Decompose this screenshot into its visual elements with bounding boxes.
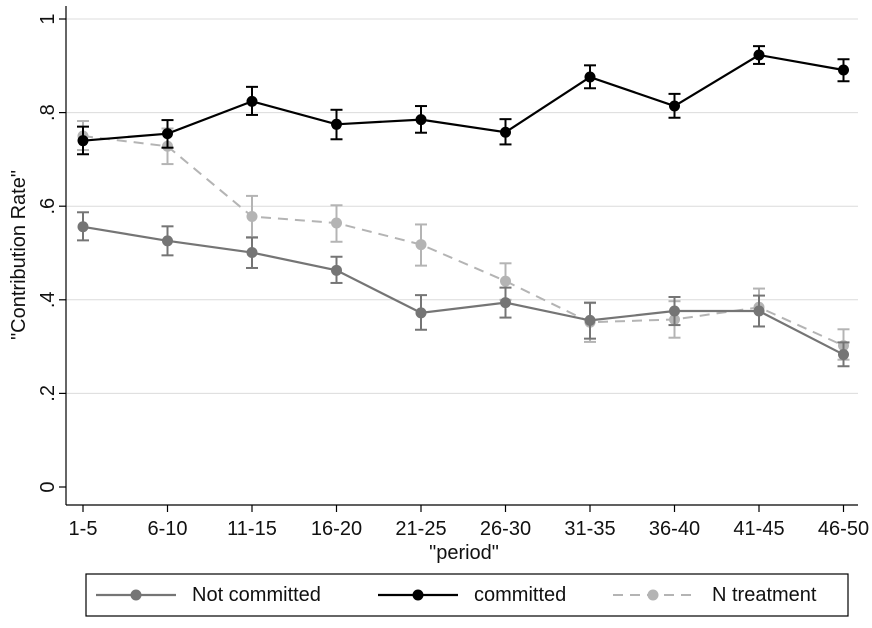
series-line (82, 225, 845, 356)
legend-item: N treatment (613, 584, 817, 606)
y-tick-label: .2 (37, 385, 59, 402)
axes (65, 6, 858, 506)
data-point (415, 307, 427, 319)
data-point (584, 71, 596, 83)
series-line (82, 53, 844, 142)
x-tick-label: 11-15 (227, 518, 277, 540)
y-axis-title: "Contribution Rate" (8, 170, 30, 340)
data-point (753, 49, 765, 61)
series-not-committed (77, 211, 850, 368)
data-point (331, 118, 342, 130)
tick-marks: 0 .2 .4 .6 .8 1 1-5 6-10 11-15 16-20 21-25 26-30 31-… (37, 13, 869, 540)
x-axis-title: "period" (429, 542, 499, 564)
grid-lines (66, 18, 858, 394)
x-tick-label: 36-40 (649, 518, 700, 540)
y-tick-label: 0 (37, 481, 59, 492)
data-point (415, 239, 427, 251)
y-tick-label: .6 (37, 198, 59, 215)
legend-label: Not committed (192, 584, 321, 606)
legend-label: N treatment (712, 584, 817, 606)
legend-box (85, 573, 849, 617)
data-point (246, 210, 258, 222)
data-point (77, 221, 89, 233)
data-point (77, 135, 89, 147)
y-tick-label: 1 (37, 13, 59, 24)
x-tick-label: 26-30 (480, 518, 531, 540)
data-point (838, 64, 849, 76)
x-tick-label: 46-50 (818, 518, 869, 540)
data-point (500, 297, 511, 309)
legend-marker (647, 589, 659, 601)
data-point (246, 95, 258, 107)
data-point (584, 314, 596, 326)
x-tick-label: 21-25 (395, 518, 446, 540)
x-tick-label: 6-10 (147, 518, 187, 540)
legend: Not committed committed N treatment (85, 573, 849, 617)
x-tick-label: 1-5 (69, 518, 98, 540)
series-line (82, 135, 844, 347)
series-layer (77, 45, 850, 368)
legend-marker (130, 589, 142, 601)
data-point (669, 305, 680, 317)
data-point (331, 217, 342, 229)
x-tick-label: 31-35 (564, 518, 615, 540)
legend-marker (412, 589, 424, 601)
data-point (415, 114, 427, 126)
y-tick-label: .4 (37, 291, 59, 308)
legend-item: committed (378, 584, 566, 606)
legend-item: Not committed (96, 584, 321, 606)
x-tick-label: 41-45 (733, 518, 784, 540)
data-point (500, 275, 511, 287)
series-committed (77, 45, 850, 156)
legend-label: committed (474, 584, 566, 606)
data-point (162, 128, 173, 140)
data-point (669, 100, 680, 112)
data-point (753, 305, 765, 317)
data-point (838, 349, 849, 361)
data-point (162, 235, 173, 247)
y-tick-label: .8 (37, 104, 59, 121)
data-point (500, 126, 511, 138)
data-point (331, 264, 342, 276)
data-point (246, 247, 258, 259)
x-tick-label: 16-20 (311, 518, 362, 540)
